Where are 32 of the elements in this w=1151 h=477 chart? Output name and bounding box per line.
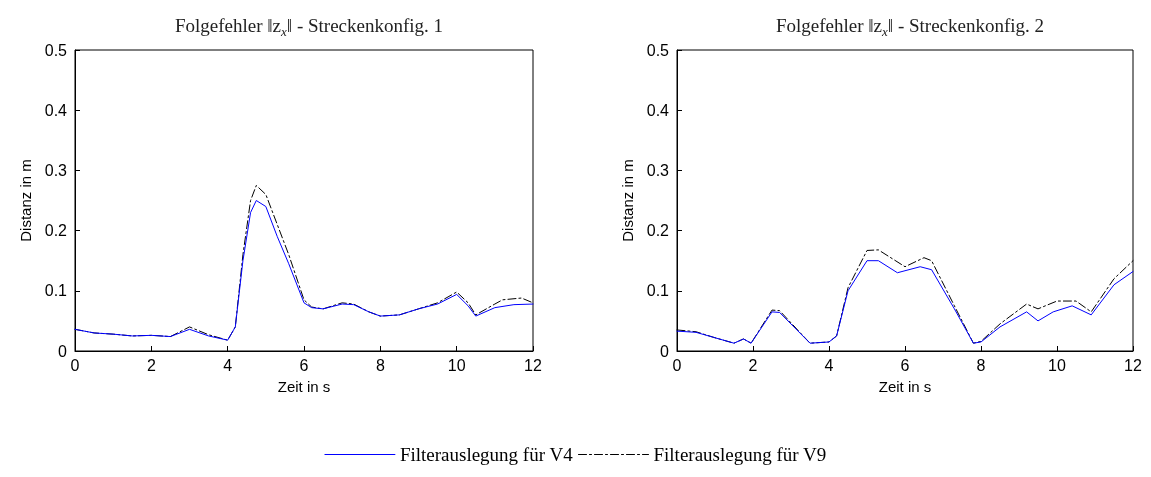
x-tick-label: 6 — [299, 356, 309, 374]
x-tick-label: 0 — [70, 356, 80, 374]
x-tick-label: 4 — [223, 356, 233, 374]
legend-label: Filterauslegung für V4 — [399, 444, 574, 465]
y-tick-label: 0 — [58, 342, 68, 360]
x-axis-title: Zeit in s — [878, 378, 932, 395]
y-tick-label: 0.3 — [646, 161, 670, 179]
x-tick-label: 4 — [824, 356, 834, 374]
y-tick-label: 0 — [660, 342, 670, 360]
x-tick-label: 8 — [375, 356, 385, 374]
legend-label: Filterauslegung für V9 — [653, 444, 827, 465]
y-tick-label: 0.1 — [646, 282, 670, 300]
y-tick-label: 0.5 — [44, 41, 68, 59]
y-tick-label: 0.5 — [646, 41, 670, 59]
x-tick-label: 8 — [976, 356, 986, 374]
x-axis-title: Zeit in s — [277, 378, 331, 395]
y-tick-label: 0.1 — [44, 282, 68, 300]
x-tick-label: 2 — [146, 356, 156, 374]
x-tick-label: 2 — [748, 356, 758, 374]
y-axis-title: Distanz in m — [17, 159, 34, 242]
x-tick-label: 0 — [672, 356, 682, 374]
x-tick-label: 6 — [900, 356, 910, 374]
y-axis-title: Distanz in m — [619, 159, 636, 242]
x-tick-label: 12 — [524, 356, 542, 374]
x-tick-label: 10 — [1048, 356, 1066, 374]
y-tick-label: 0.4 — [646, 101, 670, 119]
y-tick-label: 0.3 — [44, 161, 68, 179]
x-tick-label: 12 — [1124, 356, 1142, 374]
x-tick-label: 10 — [447, 356, 466, 374]
y-tick-label: 0.4 — [44, 101, 68, 119]
y-tick-label: 0.2 — [646, 222, 670, 240]
y-tick-label: 0.2 — [44, 222, 68, 240]
